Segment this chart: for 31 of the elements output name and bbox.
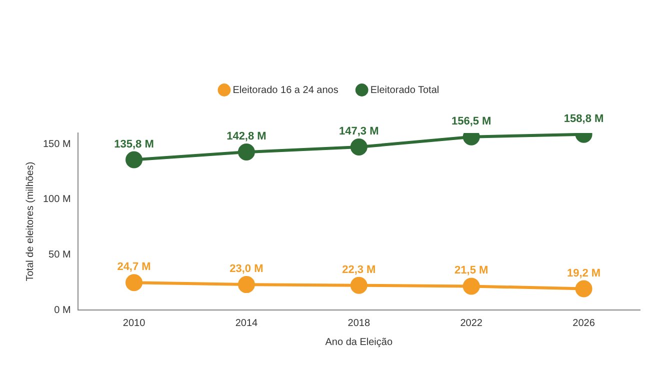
data-label: 24,7 M (117, 261, 151, 274)
point (126, 151, 143, 168)
y-tick-label: 150 M (42, 138, 71, 150)
point (575, 280, 592, 298)
legend-label: Eleitorado Total (370, 84, 440, 96)
point (350, 276, 368, 294)
x-axis-title: Ano da Eleição (325, 336, 393, 348)
data-label: 23,0 M (230, 263, 264, 276)
x-tick-label: 2010 (122, 318, 146, 329)
x-tick-label: 2014 (235, 318, 258, 329)
data-label: 156,5 M (451, 115, 492, 128)
point (238, 276, 255, 294)
x-tick-label: 2022 (460, 318, 483, 329)
y-tick-label: 0 M (54, 304, 71, 316)
data-label: 158,8 M (564, 112, 604, 125)
y-tick-label: 50 M (48, 249, 71, 260)
data-label: 19,2 M (566, 267, 601, 280)
x-tick-label: 2018 (348, 318, 370, 329)
data-label: 22,3 M (342, 264, 376, 276)
data-label: 135,8 M (114, 138, 154, 150)
point (126, 274, 143, 292)
legend-label: Eleitorado 16 a 24 anos (232, 84, 338, 96)
point (350, 138, 368, 156)
point (462, 278, 480, 295)
y-axis-title: Total de eleitores (milhões) (24, 162, 36, 282)
data-label: 147,3 M (339, 126, 379, 138)
data-label: 142,8 M (226, 130, 266, 143)
y-tick-label: 100 M (42, 194, 71, 206)
data-label: 21,5 M (454, 264, 488, 277)
point (238, 144, 255, 161)
x-tick-label: 2026 (572, 318, 596, 329)
